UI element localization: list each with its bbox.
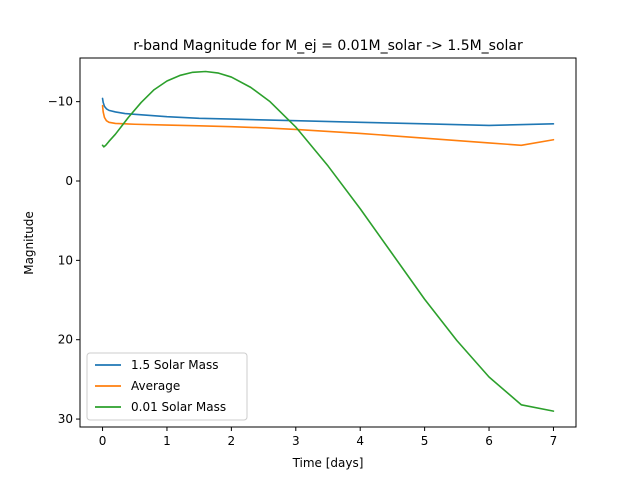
y-tick-label: 10 — [58, 253, 73, 267]
y-axis: −10 0 10 20 30 — [48, 95, 80, 426]
plot-frame — [79, 57, 577, 428]
x-tick-label: 4 — [356, 434, 364, 448]
series-line-1 — [101, 97, 555, 127]
series-line-3 — [101, 70, 555, 412]
x-axis: 0 1 2 3 4 5 6 7 — [99, 427, 558, 448]
x-tick-label: 2 — [228, 434, 236, 448]
legend-box — [86, 352, 248, 421]
x-tick-label: 7 — [550, 434, 558, 448]
legend-label: 1.5 Solar Mass — [131, 358, 219, 372]
x-tick-label: 6 — [485, 434, 493, 448]
x-axis-label: Time [days] — [292, 456, 364, 470]
series-line-2 — [101, 104, 555, 147]
y-tick-label: 20 — [58, 333, 73, 347]
x-tick-label: 5 — [421, 434, 429, 448]
legend-label: Average — [131, 379, 180, 393]
legend-label: 0.01 Solar Mass — [131, 400, 226, 414]
legend: 1.5 Solar Mass Average 0.01 Solar Mass — [86, 352, 248, 421]
x-tick-label: 3 — [292, 434, 300, 448]
x-tick-label: 0 — [99, 434, 107, 448]
y-tick-label: −10 — [48, 95, 73, 109]
y-tick-label: 0 — [65, 174, 73, 188]
y-axis-label: Magnitude — [22, 211, 36, 275]
y-tick-label: 30 — [58, 412, 73, 426]
plot-area — [101, 70, 555, 412]
chart-title: r-band Magnitude for M_ej = 0.01M_solar … — [133, 38, 523, 54]
x-tick-label: 1 — [163, 434, 171, 448]
